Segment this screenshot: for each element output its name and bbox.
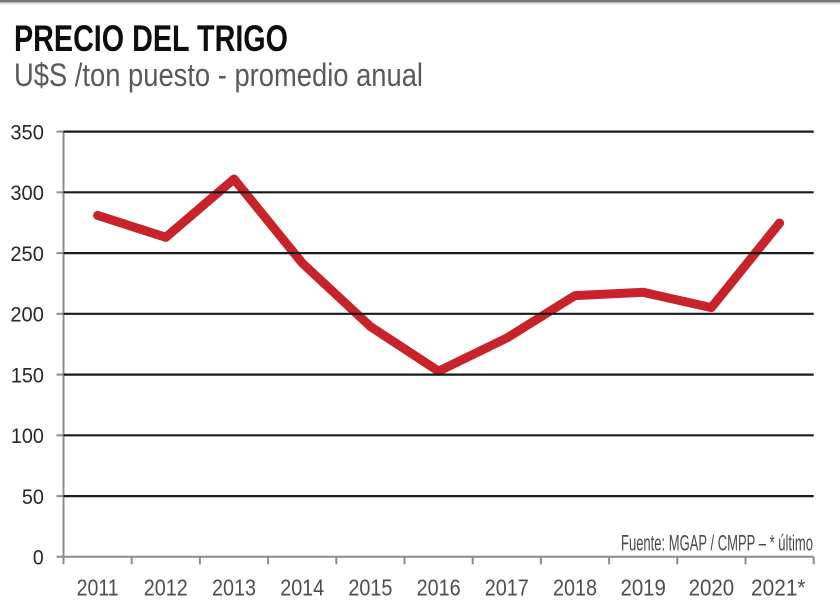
svg-text:2018: 2018 <box>553 575 597 601</box>
svg-text:50: 50 <box>22 486 44 509</box>
svg-text:300: 300 <box>10 182 44 205</box>
svg-text:U$S /ton puesto - promedio anu: U$S /ton puesto - promedio anual <box>14 57 423 93</box>
svg-text:150: 150 <box>11 364 44 387</box>
svg-text:2021*: 2021* <box>751 575 806 601</box>
svg-text:250: 250 <box>10 243 44 266</box>
svg-text:350: 350 <box>10 121 44 144</box>
svg-text:Fuente: MGAP / CMPP – * último: Fuente: MGAP / CMPP – * último <box>621 531 813 556</box>
svg-text:100: 100 <box>11 425 44 448</box>
svg-text:2013: 2013 <box>212 575 256 601</box>
svg-text:200: 200 <box>10 304 44 327</box>
svg-text:2011: 2011 <box>77 575 119 601</box>
svg-text:0: 0 <box>33 547 44 570</box>
svg-text:2020: 2020 <box>689 575 735 601</box>
svg-text:2015: 2015 <box>348 575 392 601</box>
svg-text:2014: 2014 <box>280 575 324 601</box>
svg-text:2012: 2012 <box>144 575 188 601</box>
svg-text:2016: 2016 <box>417 575 461 601</box>
svg-text:PRECIO DEL TRIGO: PRECIO DEL TRIGO <box>14 18 288 59</box>
svg-text:2019: 2019 <box>620 575 666 601</box>
svg-text:2017: 2017 <box>485 575 529 601</box>
